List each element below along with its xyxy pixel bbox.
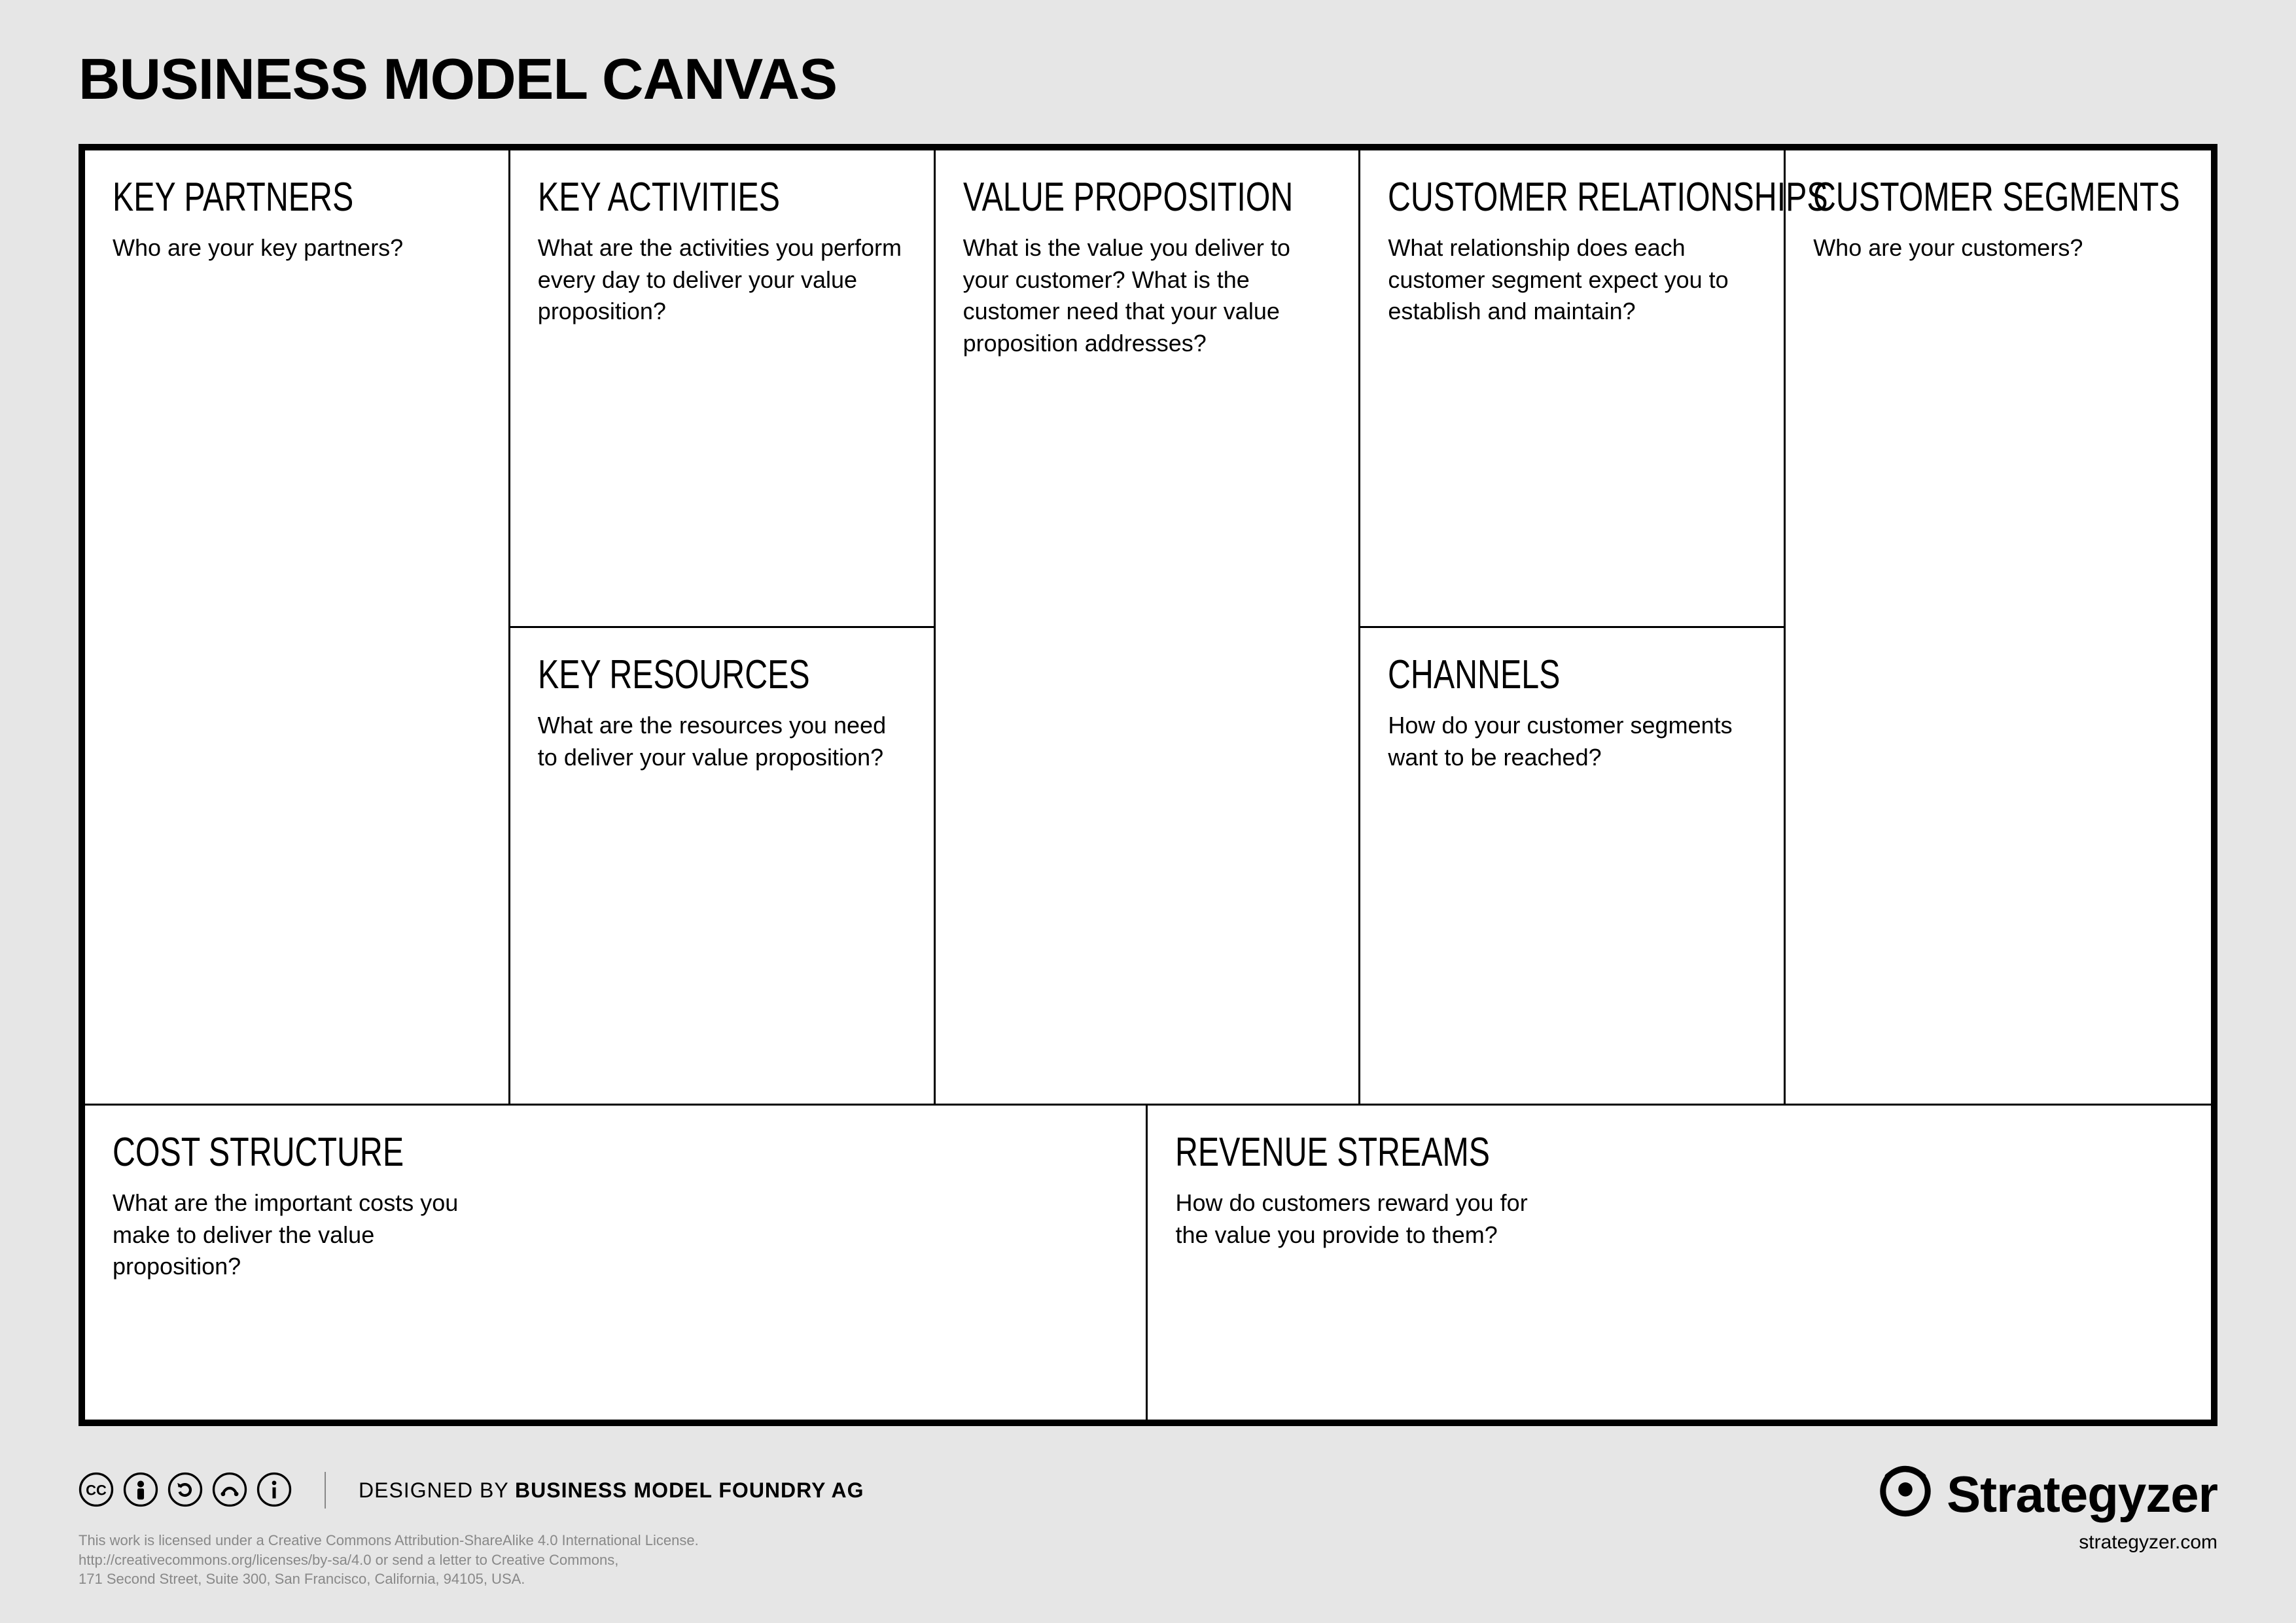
cell-prompt: How do customers reward you for the valu… — [1175, 1187, 1542, 1251]
cell-prompt: What relationship does each customer seg… — [1388, 232, 1754, 328]
brand-name: Strategyzer — [1947, 1465, 2217, 1524]
cell-title: CUSTOMER SEGMENTS — [1813, 174, 2183, 220]
cc-icon: CC — [79, 1472, 114, 1510]
sa-icon — [168, 1472, 203, 1510]
footer-divider — [325, 1472, 326, 1509]
cell-value-proposition: VALUE PROPOSITION What is the value you … — [936, 150, 1361, 1106]
brand-block: Strategyzer strategyzer.com — [1876, 1459, 2217, 1554]
page-title: BUSINESS MODEL CANVAS — [79, 46, 2217, 113]
cell-cost-structure: COST STRUCTURE What are the important co… — [85, 1106, 1148, 1420]
brand-url: strategyzer.com — [1876, 1531, 2217, 1554]
cell-channels: CHANNELS How do your customer seg­ments … — [1360, 628, 1786, 1106]
cell-title: CHANNELS — [1388, 652, 1756, 698]
cell-title: KEY PARTNERS — [113, 174, 480, 220]
designed-prefix: DESIGNED BY — [359, 1478, 515, 1502]
cell-customer-relationships: CUSTOMER RELATIONSHIPS What relationship… — [1360, 150, 1786, 628]
cell-prompt: What is the value you deliver to your cu… — [963, 232, 1330, 359]
cell-key-partners: KEY PARTNERS Who are your key partners? — [85, 150, 510, 1106]
cell-title: KEY RESOURCES — [538, 652, 906, 698]
business-model-canvas: KEY PARTNERS Who are your key partners? … — [79, 144, 2217, 1426]
attribution-icon — [256, 1472, 292, 1510]
designed-by: DESIGNED BY BUSINESS MODEL FOUNDRY AG — [359, 1478, 864, 1503]
cell-prompt: What are the important costs you make to… — [113, 1187, 479, 1283]
canvas-page: BUSINESS MODEL CANVAS KEY PARTNERS Who a… — [79, 46, 2217, 1426]
svg-text:CC: CC — [86, 1482, 107, 1498]
license-text: This work is licensed under a Creative C… — [79, 1531, 699, 1589]
owl-icon — [1876, 1459, 1935, 1530]
cell-title: KEY ACTIVITIES — [538, 174, 906, 220]
strategyzer-logo: Strategyzer — [1876, 1459, 2217, 1530]
license-line: 171 Second Street, Suite 300, San Franci… — [79, 1569, 699, 1589]
cell-title: VALUE PROPOSITION — [963, 174, 1331, 220]
cell-revenue-streams: REVENUE STREAMS How do customers reward … — [1148, 1106, 2211, 1420]
cell-prompt: How do your customer seg­ments want to b… — [1388, 710, 1754, 773]
by-icon — [123, 1472, 158, 1510]
cc-icon-row: CC — [79, 1472, 292, 1510]
cell-prompt: Who are your key partners? — [113, 232, 479, 264]
license-line: This work is licensed under a Creative C… — [79, 1531, 699, 1550]
cell-key-activities: KEY ACTIVITIES What are the activities y… — [510, 150, 936, 628]
license-line: http://creativecommons.org/licenses/by-s… — [79, 1550, 699, 1570]
cell-title: REVENUE STREAMS — [1175, 1129, 2181, 1176]
cell-title: CUSTOMER RELATIONSHIPS — [1388, 174, 1756, 220]
cell-prompt: Who are your customers? — [1813, 232, 2180, 264]
designed-name: BUSINESS MODEL FOUNDRY AG — [515, 1478, 864, 1502]
cell-key-resources: KEY RESOURCES What are the resources you… — [510, 628, 936, 1106]
cell-prompt: What are the activities you per­form eve… — [538, 232, 904, 328]
remix-icon — [212, 1472, 247, 1510]
cell-prompt: What are the resources you need to deliv… — [538, 710, 904, 773]
cell-title: COST STRUCTURE — [113, 1129, 1117, 1176]
cell-customer-segments: CUSTOMER SEGMENTS Who are your customers… — [1786, 150, 2211, 1106]
